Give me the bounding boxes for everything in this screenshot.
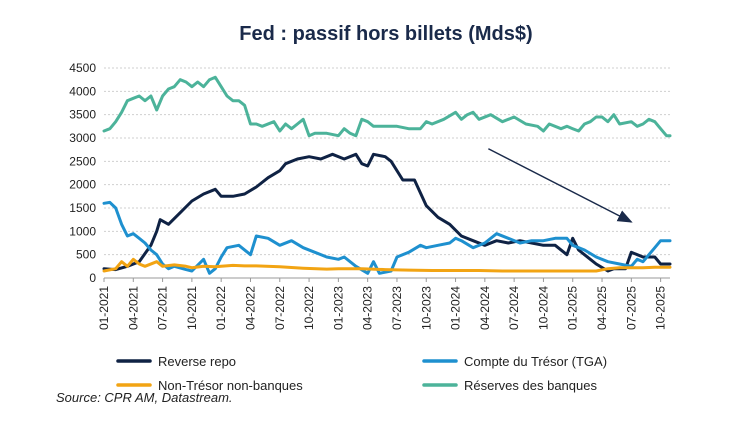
x-tick-label: 10-2022 bbox=[302, 286, 316, 330]
trend-arrow bbox=[488, 148, 633, 223]
y-axis: 0 500 1000 1500 2000 2500 3000 3500 4000 4500 bbox=[69, 61, 96, 285]
x-tick-label: 07-2021 bbox=[156, 286, 170, 330]
x-tick-label: 10-2021 bbox=[185, 286, 199, 330]
chart-title: Fed : passif hors billets (Mds$) bbox=[239, 23, 532, 45]
x-tick-label: 07-2023 bbox=[390, 286, 404, 330]
legend-label: Compte du Trésor (TGA) bbox=[464, 354, 607, 369]
x-tick-label: 04-2025 bbox=[595, 286, 609, 330]
x-tick-label: 07-2022 bbox=[273, 286, 287, 330]
x-tick-label: 01-2024 bbox=[449, 286, 463, 330]
legend-label: Reverse repo bbox=[158, 354, 236, 369]
y-tick-label: 1000 bbox=[69, 224, 96, 238]
legend-label: Réserves des banques bbox=[464, 378, 597, 393]
x-tick-label: 01-2022 bbox=[214, 286, 228, 330]
x-tick-label: 04-2021 bbox=[126, 286, 140, 330]
x-tick-label: 01-2021 bbox=[97, 286, 111, 330]
y-tick-label: 2000 bbox=[69, 178, 96, 192]
x-tick-label: 01-2025 bbox=[566, 286, 580, 330]
y-tick-label: 0 bbox=[89, 271, 96, 285]
series-line-non-tresor-non-banques bbox=[102, 257, 672, 273]
x-tick-label: 04-2024 bbox=[478, 286, 492, 330]
x-tick-label: 04-2023 bbox=[361, 286, 375, 330]
x-tick-label: 10-2025 bbox=[654, 286, 668, 330]
legend: Reverse repo Compte du Trésor (TGA) Non-Tr… bbox=[116, 354, 607, 393]
x-tick-label: 10-2023 bbox=[419, 286, 433, 330]
legend-label: Non-Trésor non-banques bbox=[158, 378, 303, 393]
series-line-reserves-des-banques bbox=[102, 75, 672, 138]
x-axis: 01-2021 04-2021 07-2021 10-2021 01-2022 04-20… bbox=[97, 277, 670, 330]
x-tick-label: 04-2022 bbox=[243, 286, 257, 330]
y-tick-label: 1500 bbox=[69, 201, 96, 215]
x-tick-label: 10-2024 bbox=[536, 286, 550, 330]
series-group bbox=[102, 75, 672, 275]
gridlines bbox=[104, 67, 670, 279]
annotations bbox=[488, 148, 633, 223]
y-tick-label: 3000 bbox=[69, 131, 96, 145]
series-line-compte-du-tresor-tga bbox=[102, 200, 672, 275]
x-tick-label: 07-2025 bbox=[624, 286, 638, 330]
y-tick-label: 500 bbox=[76, 248, 96, 262]
y-tick-label: 4000 bbox=[69, 84, 96, 98]
series-line-reverse-repo bbox=[102, 152, 672, 273]
y-tick-label: 3500 bbox=[69, 108, 96, 122]
x-tick-label: 07-2024 bbox=[507, 286, 521, 330]
x-tick-label: 01-2023 bbox=[331, 286, 345, 330]
y-tick-label: 4500 bbox=[69, 61, 96, 75]
y-tick-label: 2500 bbox=[69, 154, 96, 168]
source-note: Source: CPR AM, Datastream. bbox=[56, 390, 233, 405]
